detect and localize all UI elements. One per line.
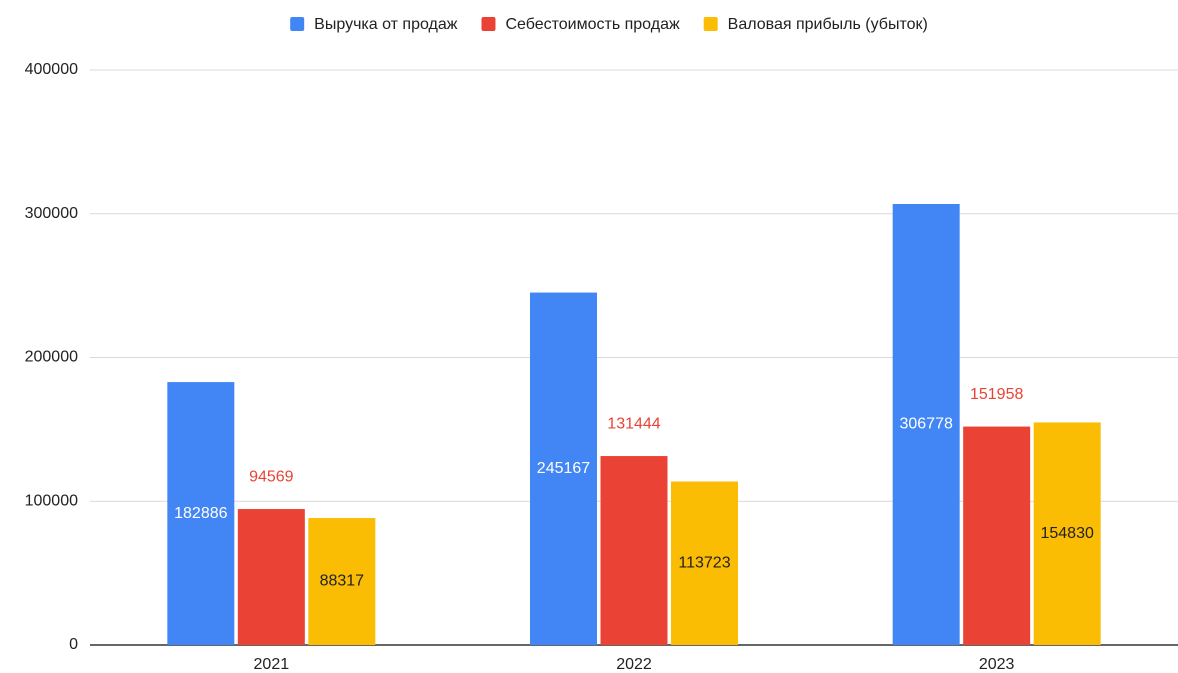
data-label: 154830 [1040, 525, 1093, 542]
data-label: 94569 [249, 468, 294, 485]
legend-swatch [703, 17, 718, 31]
y-tick-label: 100000 [25, 492, 78, 509]
data-label: 245167 [537, 460, 590, 477]
bar [1033, 422, 1101, 645]
x-tick-label: 2021 [254, 656, 290, 673]
bar [671, 481, 738, 645]
data-label: 306778 [899, 416, 952, 433]
legend-swatch [481, 17, 496, 31]
x-tick-label: 2022 [616, 656, 652, 673]
bar [892, 204, 960, 645]
y-tick-label: 200000 [25, 349, 78, 366]
bar [600, 456, 668, 645]
y-tick-label: 0 [69, 636, 78, 653]
data-label: 88317 [320, 573, 365, 590]
legend-swatch [290, 17, 305, 31]
bar [530, 292, 597, 645]
bar [963, 426, 1031, 645]
legend-label: Выручка от продаж [314, 16, 458, 33]
y-tick-label: 300000 [25, 205, 78, 222]
bar [167, 382, 235, 645]
x-tick-label: 2023 [979, 656, 1015, 673]
legend-label: Себестоимость продаж [505, 16, 679, 33]
data-label: 182886 [174, 505, 227, 522]
data-label: 151958 [970, 386, 1023, 403]
bar [237, 509, 305, 645]
data-label: 131444 [607, 415, 660, 432]
bar [308, 518, 376, 645]
y-tick-label: 400000 [25, 61, 78, 78]
legend-label: Валовая прибыль (убыток) [728, 16, 928, 33]
data-label: 113723 [678, 554, 730, 571]
